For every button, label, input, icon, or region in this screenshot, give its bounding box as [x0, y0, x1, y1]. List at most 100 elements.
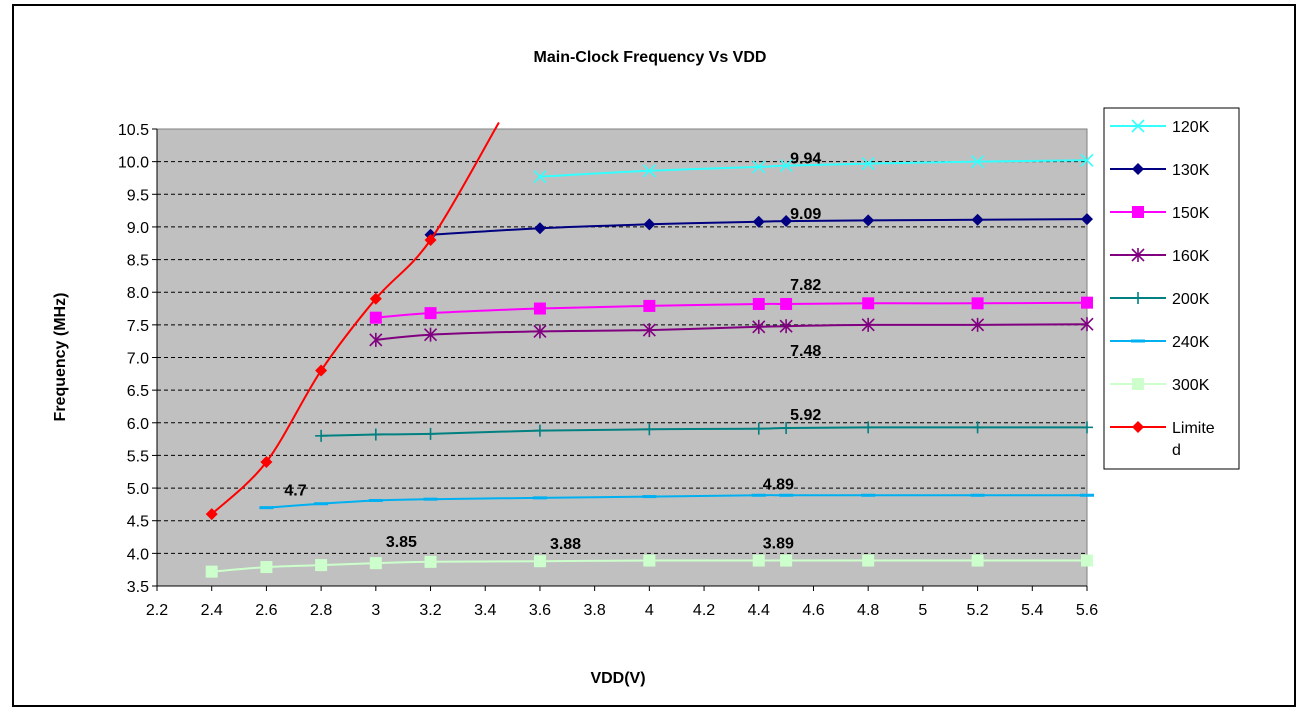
legend-entry-120k: 120K — [1110, 119, 1210, 136]
chart-title: Main-Clock Frequency Vs VDD — [534, 49, 767, 66]
data-point-130k — [862, 214, 875, 227]
y-axis-title: Frequency (MHz) — [52, 293, 69, 422]
data-point-240k — [259, 506, 274, 510]
legend: 120K 130K 150K 160K 200K 240K 300K Limite d — [1103, 107, 1240, 470]
data-point-150k — [533, 302, 546, 315]
y-tick-label: 3.5 — [127, 579, 149, 596]
x-tick-label: 5.6 — [1076, 602, 1098, 619]
data-point-limited — [260, 455, 273, 468]
data-point-150k — [971, 297, 984, 310]
x-tick-label: 3.6 — [529, 602, 551, 619]
x-tick-label: 3.4 — [474, 602, 496, 619]
data-point-200k — [424, 427, 437, 440]
data-point-160k — [752, 319, 766, 334]
legend-marker — [1131, 339, 1145, 343]
series-200k — [315, 421, 1093, 442]
legend-label-line: 120K — [1172, 119, 1210, 136]
data-point-300k — [1081, 554, 1093, 567]
data-point-160k — [861, 317, 875, 332]
data-point-120k — [861, 157, 875, 171]
series-150k — [369, 296, 1093, 324]
data-point-120k — [752, 160, 766, 174]
y-tick-label: 4.5 — [127, 514, 149, 531]
x-tick-label: 2.4 — [201, 602, 223, 619]
data-label: 9.94 — [790, 151, 821, 168]
legend-entry-300k: 300K — [1110, 377, 1210, 394]
legend-entry-130k: 130K — [1110, 162, 1210, 179]
data-point-160k — [533, 324, 547, 339]
data-point-300k — [971, 554, 984, 567]
data-point-150k — [1081, 296, 1093, 309]
legend-label: 120K — [1172, 119, 1210, 136]
legend-marker — [1132, 421, 1144, 433]
data-point-limited — [205, 508, 218, 521]
data-point-200k — [643, 423, 656, 436]
data-point-300k — [260, 561, 273, 574]
data-point-120k — [971, 155, 985, 169]
marker-stroke — [861, 157, 875, 171]
data-point-160k — [423, 327, 438, 342]
grid-lines — [157, 161, 1087, 554]
legend-entry-160k: 160K — [1110, 248, 1210, 265]
data-point-240k — [861, 493, 876, 497]
data-point-limited — [424, 233, 437, 246]
data-point-160k — [642, 323, 656, 338]
series-240k — [259, 493, 1094, 510]
legend-entry-200k: 200K — [1110, 291, 1210, 308]
data-point-200k — [369, 428, 382, 441]
data-point-300k — [533, 555, 546, 568]
data-label: 7.82 — [790, 277, 821, 294]
series-group — [205, 121, 1094, 578]
data-label: 4.89 — [763, 476, 794, 493]
legend-marker — [1131, 248, 1145, 262]
legend-label-line: 160K — [1172, 248, 1210, 265]
data-point-200k — [533, 424, 546, 437]
data-labels: 9.94 9.09 7.82 7.48 5.92 4.89 4.7 3.85 3.88 3.89 — [284, 151, 821, 554]
data-point-200k — [1081, 421, 1093, 434]
x-axis-title: VDD(V) — [590, 670, 645, 687]
data-point-130k — [1081, 213, 1093, 226]
legend-marker — [1132, 292, 1144, 304]
legend-label-line: d — [1172, 442, 1181, 459]
y-tick-label: 7.5 — [127, 318, 149, 335]
y-tick-label: 10.5 — [118, 122, 149, 139]
legend-label: 240K — [1172, 334, 1210, 351]
data-point-150k — [369, 311, 382, 324]
data-point-240k — [779, 493, 794, 497]
legend-label-line: 150K — [1172, 205, 1210, 222]
x-tick-label: 4.2 — [693, 602, 715, 619]
y-tick-label: 9.0 — [127, 220, 149, 237]
data-point-120k — [1080, 153, 1094, 167]
x-tick-label: 2.8 — [310, 602, 332, 619]
y-tick-label: 7.0 — [127, 351, 149, 368]
x-tick-label: 4.4 — [748, 602, 770, 619]
data-point-160k — [1080, 317, 1094, 332]
data-label: 3.88 — [550, 536, 581, 553]
data-point-160k — [369, 332, 383, 347]
y-tick-label: 6.0 — [127, 416, 149, 433]
legend-marker — [1132, 206, 1144, 218]
data-point-240k — [314, 502, 329, 506]
series-limited — [205, 121, 500, 521]
data-point-200k — [752, 422, 765, 435]
data-point-130k — [752, 215, 765, 228]
data-point-200k — [780, 422, 793, 435]
data-label: 3.89 — [763, 536, 794, 553]
legend-label-line: Limite — [1172, 420, 1215, 437]
data-point-300k — [369, 557, 382, 570]
legend-label: 200K — [1172, 291, 1210, 308]
legend-marker — [1132, 378, 1144, 390]
data-label: 4.7 — [284, 483, 306, 500]
data-point-130k — [780, 215, 793, 228]
data-point-130k — [971, 213, 984, 226]
legend-entry-150k: 150K — [1110, 205, 1210, 222]
marker-stroke — [1131, 119, 1145, 133]
y-tick-label: 5.0 — [127, 481, 149, 498]
x-tick-label: 5.4 — [1021, 602, 1043, 619]
x-tick-label: 4.8 — [857, 602, 879, 619]
data-point-240k — [751, 493, 766, 497]
series-line-200k — [321, 426, 1087, 437]
data-point-300k — [780, 554, 793, 567]
data-point-300k — [752, 554, 765, 567]
